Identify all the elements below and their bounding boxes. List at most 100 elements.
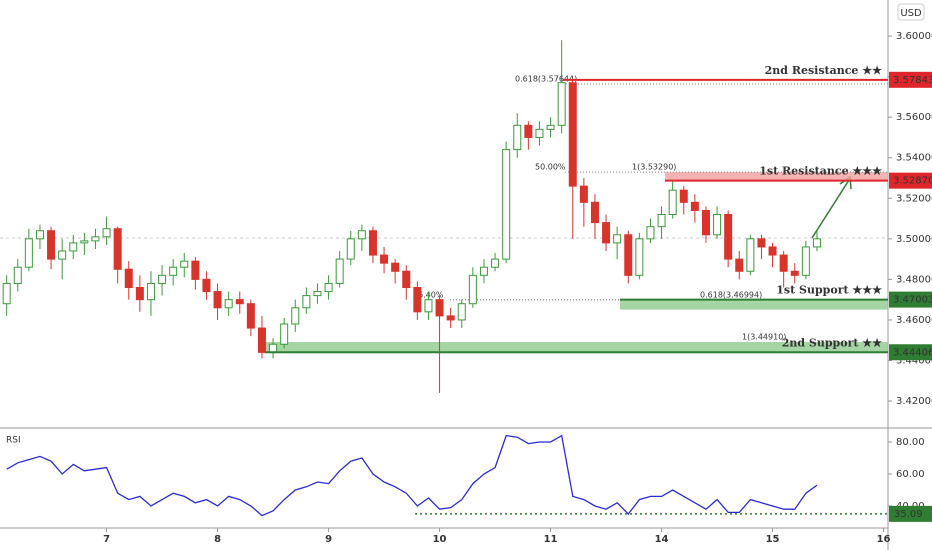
y-tick-label: 3.60000 [896, 31, 932, 42]
candle-body [357, 230, 366, 240]
fib-label: 1(3.53290) [632, 163, 676, 172]
candle-body [146, 282, 155, 301]
candle-body [246, 303, 255, 329]
candle-body [668, 189, 677, 216]
fib-label: 0.618(3.57644) [515, 74, 577, 83]
candle-body [80, 240, 89, 244]
level-tag [889, 291, 932, 308]
candle-body [257, 327, 266, 353]
level-tag-label: 3.44406 [893, 347, 932, 358]
candle-body [135, 286, 144, 301]
candle-body [779, 254, 788, 272]
support-zone [620, 299, 888, 310]
x-tick-label: 10 [433, 534, 447, 545]
candle-body [391, 262, 400, 272]
candle-body [790, 270, 799, 276]
candle-body [102, 228, 111, 238]
candle-body [724, 214, 733, 260]
candle-body [13, 266, 22, 284]
candle-body [579, 185, 588, 203]
candle-body [535, 128, 544, 138]
candle-body [590, 201, 599, 224]
candle-body [457, 303, 466, 321]
level-tag-label: 3.57843 [893, 75, 932, 86]
candle-body [657, 214, 666, 228]
candle-body [24, 238, 33, 268]
candle-body [180, 260, 189, 268]
level-tag [889, 71, 932, 88]
level-tag-label: 3.52870 [893, 176, 932, 187]
candle-body [646, 226, 655, 240]
candle-body [446, 315, 455, 321]
fib-label: 50.00% [535, 163, 566, 172]
candle-body [368, 230, 377, 256]
candle-body [202, 278, 211, 293]
candle-body [191, 260, 200, 280]
candle-body [380, 254, 389, 264]
x-tick-label: 16 [877, 534, 891, 545]
candle-body [335, 258, 344, 284]
rsi-tick-label: 60.00 [896, 469, 925, 480]
y-tick-label: 3.52000 [896, 193, 932, 204]
level-name: 2nd Support ★★ [782, 336, 882, 349]
y-tick-label: 3.42000 [896, 396, 932, 407]
level-name: 1st Support ★★★ [776, 284, 882, 297]
level-tag [889, 172, 932, 189]
x-tick-label: 7 [103, 534, 110, 545]
candle-body [313, 291, 322, 297]
candle-body [679, 189, 688, 203]
candle-body [435, 299, 444, 317]
candle-body [213, 291, 222, 309]
candle-body [35, 230, 44, 240]
fib-label: 1(3.44910) [742, 333, 786, 342]
level-name: 1st Resistance ★★★ [759, 165, 882, 178]
candle-body [635, 238, 644, 276]
y-tick-label: 3.44000 [896, 355, 932, 366]
candle-body [746, 238, 755, 272]
candle-body [602, 222, 611, 244]
candle-body [291, 307, 300, 325]
x-tick-label: 11 [544, 534, 558, 545]
level-name: 2nd Resistance ★★ [765, 64, 882, 77]
arrow-line [811, 179, 850, 239]
candle-body [568, 82, 577, 187]
candle-body [801, 246, 810, 276]
fib-label: 0.618(3.46994) [700, 290, 762, 299]
x-tick-label: 8 [214, 534, 221, 545]
candle-body [346, 238, 355, 260]
rsi-level-label: 35.09 [894, 509, 923, 520]
candle-body [269, 343, 278, 353]
candle-body [113, 228, 122, 270]
x-tick-label: 9 [325, 534, 332, 545]
currency: USD [900, 8, 922, 19]
y-tick-label: 3.50000 [896, 234, 932, 245]
candle-body [302, 295, 311, 309]
candle-body [413, 286, 422, 313]
candle-body [812, 238, 821, 248]
candle-body [2, 282, 11, 305]
candle-body [91, 236, 100, 242]
candle-body [468, 274, 477, 305]
candle-body [124, 268, 133, 288]
indicator-name: RSI [6, 436, 21, 446]
candle-body [158, 274, 167, 284]
y-tick-label: 3.46000 [896, 315, 932, 326]
candle-body [757, 238, 766, 248]
y-tick-label: 3.54000 [896, 153, 932, 164]
candle-body [324, 282, 333, 293]
candle-body [690, 201, 699, 211]
candle-body [613, 234, 622, 244]
currency-box [897, 3, 925, 21]
y-tick-label: 3.48000 [896, 274, 932, 285]
candle-body [524, 124, 533, 138]
candle-body [424, 299, 433, 313]
y-tick-label: 3.56000 [896, 112, 932, 123]
fib-label: 6.40% [418, 290, 444, 299]
candle-body [235, 299, 244, 305]
rsi-line [6, 434, 818, 517]
candle-body [224, 299, 233, 309]
rsi-level-tag [889, 505, 932, 522]
candle-body [513, 124, 522, 151]
